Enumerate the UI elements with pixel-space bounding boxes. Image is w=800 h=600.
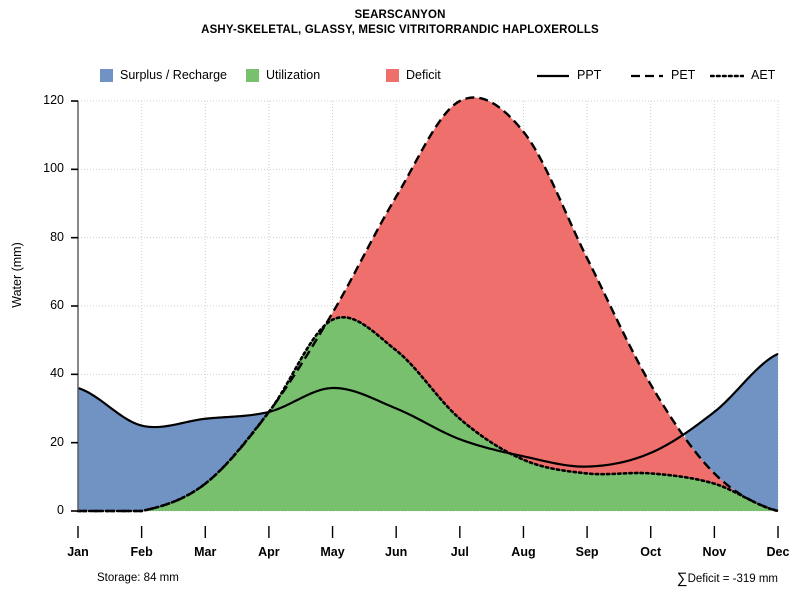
x-tick-label-aug: Aug bbox=[511, 545, 536, 559]
sigma-icon: ∑ bbox=[676, 570, 688, 587]
legend-swatch-icon bbox=[246, 68, 259, 82]
y-tick-label: 80 bbox=[50, 229, 64, 244]
legend-label: AET bbox=[751, 68, 776, 82]
x-tick-label-sep: Sep bbox=[575, 545, 599, 559]
y-tick-label: 60 bbox=[50, 298, 64, 312]
x-tick-label-may: May bbox=[320, 545, 345, 559]
y-tick-label: 20 bbox=[50, 434, 64, 449]
series-line-ppt bbox=[77, 352, 779, 468]
legend-item-ppt[interactable]: PPT bbox=[536, 62, 601, 88]
legend-swatch-icon bbox=[386, 68, 399, 82]
y-tick-label: 100 bbox=[43, 161, 64, 176]
x-tick-label-nov: Nov bbox=[702, 545, 727, 559]
x-tick-label-jan: Jan bbox=[67, 545, 89, 559]
legend-label: PET bbox=[671, 68, 696, 82]
storage-note: Storage: 84 mm bbox=[97, 572, 179, 584]
y-tick-label: 120 bbox=[43, 93, 64, 107]
legend-item-pet[interactable]: PET bbox=[630, 62, 695, 88]
fill-utilization bbox=[144, 317, 776, 511]
x-tick-label-oct: Oct bbox=[640, 545, 662, 559]
legend-label: Utilization bbox=[266, 68, 321, 82]
deficit-note-text: Deficit = -319 mm bbox=[687, 573, 778, 585]
chart-title: SEARSCANYON ASHY-SKELETAL, GLASSY, MESIC… bbox=[0, 8, 800, 38]
legend-item-surplus-recharge[interactable]: Surplus / Recharge bbox=[100, 62, 227, 88]
legend-item-deficit[interactable]: Deficit bbox=[386, 62, 441, 88]
title-line-2: ASHY-SKELETAL, GLASSY, MESIC VITRITORRAN… bbox=[201, 24, 599, 36]
deficit-note: ∑Deficit = -319 mm bbox=[677, 570, 778, 587]
x-tick-label-jun: Jun bbox=[385, 545, 408, 559]
legend-label: Deficit bbox=[406, 68, 441, 82]
legend-item-aet[interactable]: AET bbox=[710, 62, 775, 88]
y-tick-label: 40 bbox=[50, 366, 64, 381]
x-tick-label-apr: Apr bbox=[258, 545, 280, 559]
legend-label: PPT bbox=[577, 68, 602, 82]
x-tick-label-feb: Feb bbox=[130, 545, 153, 559]
legend-label: Surplus / Recharge bbox=[120, 68, 228, 82]
fill-surplus-recharge bbox=[78, 353, 778, 511]
legend-line-dashed-icon bbox=[630, 69, 664, 82]
x-tick-label-dec: Dec bbox=[766, 545, 790, 559]
series-line-aet bbox=[76, 315, 780, 513]
chart-legend: Surplus / Recharge Utilization Deficit PPT P… bbox=[0, 62, 800, 88]
x-tick-label-mar: Mar bbox=[194, 545, 217, 559]
legend-line-solid-icon bbox=[536, 69, 570, 82]
legend-line-dotted-icon bbox=[710, 69, 744, 82]
y-tick-label: 0 bbox=[57, 503, 64, 517]
title-line-1: SEARSCANYON bbox=[354, 9, 446, 21]
legend-item-utilization[interactable]: Utilization bbox=[246, 62, 320, 88]
x-tick-label-jul: Jul bbox=[450, 545, 469, 559]
legend-swatch-icon bbox=[100, 68, 113, 82]
